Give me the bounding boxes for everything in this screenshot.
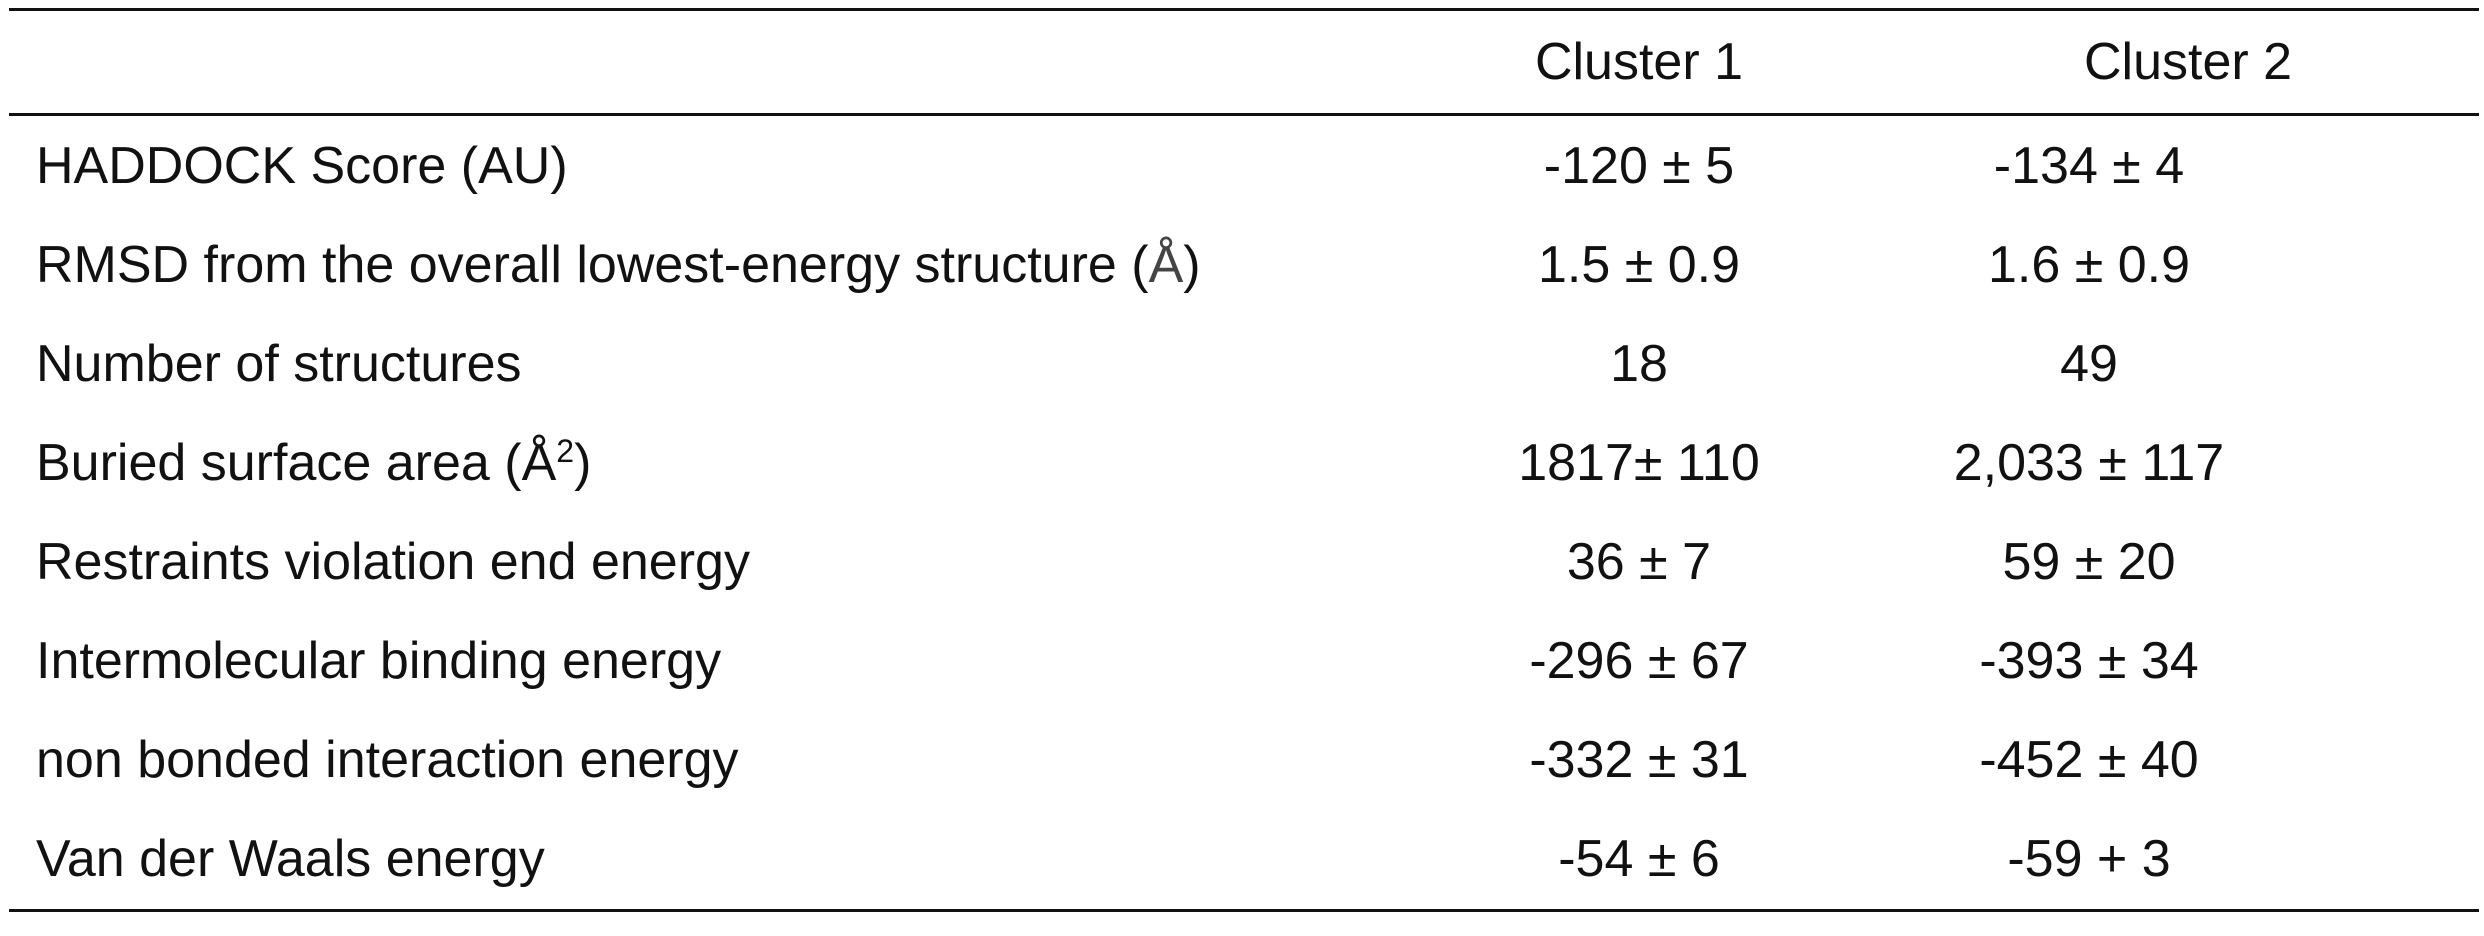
header-cluster-1: Cluster 1 [1534,33,1744,91]
row-label: HADDOCK Score (AU) [36,136,568,195]
cluster-2-value: 49 [2060,334,2118,393]
table-row: Intermolecular binding energy -296 ± 67 … [9,611,2479,710]
cluster-2-value: -393 ± 34 [1979,631,2199,690]
cluster-1-value: 18 [1610,334,1668,393]
cluster-1-value: -54 ± 6 [1558,830,1720,888]
row-label: Restraints violation end energy [36,532,750,591]
cluster-2-value: 1.6 ± 0.9 [1987,235,2190,294]
row-label: Intermolecular binding energy [36,631,722,690]
cluster-2-value: -134 ± 4 [1993,136,2185,195]
row-label: Buried surface area (Å2) [9,413,1449,512]
cluster-2-value: -59 + 3 [2007,830,2171,888]
table-row: RMSD from the overall lowest-energy stru… [9,215,2479,314]
row-label-text: Buried surface area (Å [36,433,557,492]
row-label-superscript: 2 [556,432,575,469]
cluster-1-value: 1817± 110 [1518,433,1760,492]
table-row: Buried surface area (Å2) 1817± 110 2,033… [9,413,2479,512]
cluster-2-value: 59 ± 20 [2002,532,2176,591]
header-empty-cell [9,10,1449,115]
header-cluster-2: Cluster 2 [2084,33,2293,91]
cluster-1-value: -120 ± 5 [1543,136,1735,195]
cluster-1-value: 1.5 ± 0.9 [1537,235,1740,294]
table-row: Number of structures 18 49 [9,314,2479,413]
cluster-1-value: 36 ± 7 [1566,532,1712,591]
row-label-end: ) [1183,235,1201,294]
cluster-2-value: 2,033 ± 117 [1953,433,2225,492]
cluster-comparison-table: Cluster 1 Cluster 2 HADDOCK Score (AU) -… [9,8,2479,912]
row-label-text: RMSD from the overall lowest-energy stru… [36,235,1149,294]
row-label: RMSD from the overall lowest-energy stru… [9,215,1449,314]
data-table-container: Cluster 1 Cluster 2 HADDOCK Score (AU) -… [9,8,2479,912]
row-label: Van der Waals energy [36,830,545,888]
table-header: Cluster 1 Cluster 2 [9,9,2479,115]
row-label: non bonded interaction energy [36,730,739,789]
table-body: HADDOCK Score (AU) -120 ± 5 -134 ± 4 RMS… [9,115,2479,911]
table-row: HADDOCK Score (AU) -120 ± 5 -134 ± 4 [9,115,2479,216]
table-row: Restraints violation end energy 36 ± 7 5… [9,512,2479,611]
cluster-2-value: -452 ± 40 [1979,730,2199,789]
row-label: Number of structures [36,334,522,393]
cluster-1-value: -332 ± 31 [1529,730,1749,789]
header-row: Cluster 1 Cluster 2 [9,9,2479,115]
table-row: Van der Waals energy -54 ± 6 -59 + 3 [9,809,2479,911]
table-row: non bonded interaction energy -332 ± 31 … [9,710,2479,809]
row-label-unit: Å [1148,235,1184,294]
row-label-end: ) [574,433,592,492]
cluster-1-value: -296 ± 67 [1529,631,1749,690]
